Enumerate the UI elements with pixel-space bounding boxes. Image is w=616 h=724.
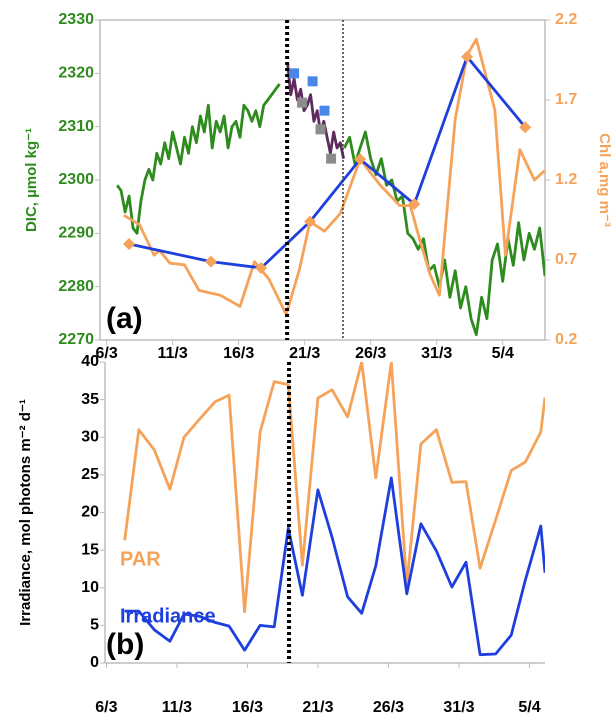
y-tick-label: 15 <box>81 541 99 558</box>
series-name: Irradiance <box>120 605 216 627</box>
series-line <box>286 62 345 159</box>
square-marker <box>307 76 318 87</box>
x-tick-label: 6/3 <box>95 699 117 716</box>
y-tick-label: 2280 <box>58 278 94 295</box>
series-line <box>123 362 545 614</box>
diamond-marker <box>519 121 532 134</box>
square-marker <box>315 124 326 135</box>
y2-tick-label: 0.7 <box>555 251 577 268</box>
series-line <box>128 55 527 270</box>
square-marker <box>297 97 308 108</box>
diamond-marker <box>204 255 217 268</box>
plot-area <box>116 37 545 337</box>
y-tick-label: 5 <box>90 617 99 634</box>
y-tick-label: 2290 <box>58 225 94 242</box>
x-tick-label: 21/3 <box>289 345 320 362</box>
y-tick-label: 2300 <box>58 171 94 188</box>
y-axis-title: DIC, µmol kg⁻¹ <box>23 128 40 232</box>
x-tick-label: 26/3 <box>373 699 404 716</box>
y-tick-label: 2310 <box>58 118 94 135</box>
x-tick-label: 5/4 <box>492 345 514 362</box>
x-tick-label: 31/3 <box>421 345 452 362</box>
y-tick-label: 0 <box>90 654 99 671</box>
y2-tick-label: 0.2 <box>555 331 577 348</box>
y2-tick-label: 2.2 <box>555 11 577 28</box>
square-marker <box>326 153 337 164</box>
plot-frame <box>99 19 546 341</box>
y-tick-label: 40 <box>81 353 99 370</box>
y-tick-label: 10 <box>81 579 99 596</box>
diamond-marker <box>303 215 316 228</box>
y-tick-label: 35 <box>81 391 99 408</box>
square-marker <box>319 105 330 116</box>
diamond-marker <box>255 262 268 274</box>
x-tick-label: 16/3 <box>223 345 254 362</box>
series-line <box>343 130 545 337</box>
x-tick-label: 31/3 <box>443 699 474 716</box>
y-tick-label: 30 <box>81 428 99 445</box>
x-tick-label: 5/4 <box>518 699 540 716</box>
y-tick-label: 2270 <box>58 331 94 348</box>
series-line <box>124 476 545 657</box>
series-line <box>123 37 545 316</box>
y2-tick-label: 1.7 <box>555 91 577 108</box>
series-name: PAR <box>120 548 161 570</box>
plot-area <box>123 362 545 657</box>
square-marker <box>289 68 300 79</box>
x-tick-label: 11/3 <box>162 699 192 716</box>
y2-axis-title: Chl a,mg m⁻³ <box>596 133 613 227</box>
x-tick-label: 11/3 <box>157 345 187 362</box>
x-tick-label: 6/3 <box>95 345 117 362</box>
y2-tick-label: 1.2 <box>555 171 577 188</box>
y-tick-label: 25 <box>81 466 99 483</box>
y-axis-title: Irradiance, mol photons m⁻² d⁻¹ <box>17 399 34 626</box>
x-tick-label: 21/3 <box>302 699 333 716</box>
y-tick-label: 2330 <box>58 11 94 28</box>
diamond-marker <box>123 238 136 250</box>
x-tick-label: 26/3 <box>355 345 386 362</box>
series-line <box>116 83 281 235</box>
y-tick-label: 2320 <box>58 65 94 82</box>
diamond-marker <box>461 50 474 63</box>
y-tick-label: 20 <box>81 504 99 521</box>
diamond-marker <box>354 153 367 166</box>
panel-label: (a) <box>106 302 143 335</box>
panel-label: (b) <box>106 628 144 661</box>
diamond-marker <box>408 198 421 210</box>
x-tick-label: 16/3 <box>232 699 263 716</box>
